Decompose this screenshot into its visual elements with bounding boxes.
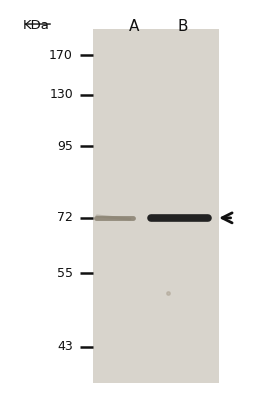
Text: KDa: KDa [23,19,50,32]
Text: A: A [129,19,139,34]
Text: 72: 72 [57,211,73,224]
Text: 95: 95 [57,140,73,153]
Bar [93,29,219,383]
Text: 130: 130 [49,88,73,101]
Text: 55: 55 [57,267,73,280]
Text: 43: 43 [57,340,73,354]
Text: 170: 170 [49,48,73,62]
Text: B: B [178,19,188,34]
